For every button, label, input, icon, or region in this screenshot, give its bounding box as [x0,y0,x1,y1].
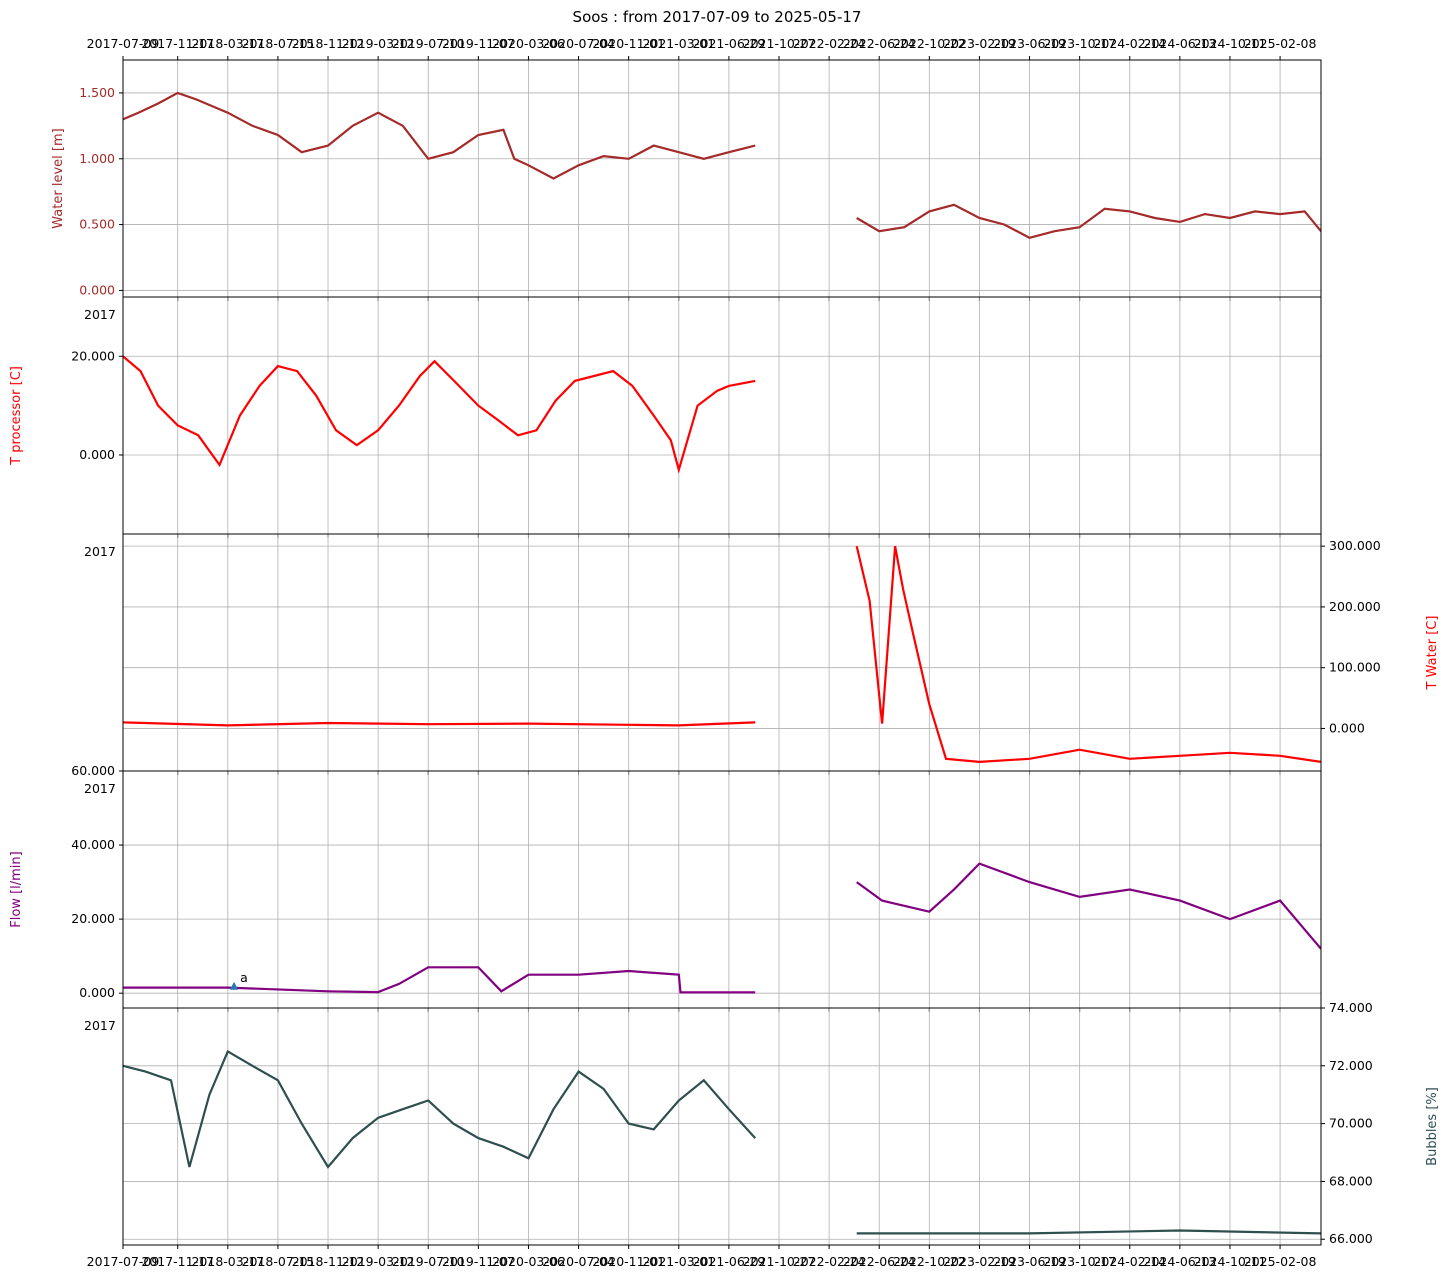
series-line-flow-0 [123,967,755,992]
series-line-water_level-0 [123,93,755,179]
panel-corner-label: 2017 [84,781,116,796]
y-tick-label: 100.000 [1329,660,1381,675]
y-tick-label: 0.000 [79,447,115,462]
chart-title: Soos : from 2017-07-09 to 2025-05-17 [573,8,862,26]
y-tick-label: 1.000 [79,151,115,166]
y-tick-label: 20.000 [71,911,115,926]
series-line-water_level-1 [857,205,1321,238]
y-tick-label: 66.000 [1329,1231,1373,1246]
y-tick-label: 0.500 [79,217,115,232]
panel-t_water: 0.000 100.000 200.000 300.000 2017 T Water [C… [84,534,1440,775]
y-tick-label: 68.000 [1329,1173,1373,1188]
y-tick-label: 1.500 [79,85,115,100]
y-axis-label: T Water [C] [1425,616,1440,691]
panel-corner-label: 2017 [84,307,116,322]
y-tick-label: 0.000 [1329,720,1365,735]
x-tick-label-top: 2025-02-08 [1244,36,1317,51]
panel-corner-label: 2017 [84,544,116,559]
panel-water_level: 0.000 0.500 1.000 1.500 Water level [m] [51,60,1321,301]
panel-frame [123,771,1321,1008]
y-tick-label: 200.000 [1329,599,1381,614]
annotation-label: a [240,970,248,985]
panel-t_processor: 0.000 20.000 2017 T processor [C] [9,297,1321,538]
panel-bubbles: 66.000 68.000 70.000 72.000 74.000 2017 Bubble… [84,1000,1440,1249]
x-axis-top: 2017-07-092017-11-172018-03-172018-07-15… [87,36,1317,60]
series-line-t_water-0 [123,722,755,725]
series-line-t_processor-0 [123,356,755,470]
y-tick-label: 72.000 [1329,1058,1373,1073]
panel-frame [123,534,1321,771]
series-line-t_water-1 [857,546,1321,762]
y-axis-label: Bubbles [%] [1425,1087,1440,1166]
series-line-bubbles-0 [123,1051,755,1167]
panel-frame [123,60,1321,297]
y-tick-label: 0.000 [79,282,115,297]
y-axis-label: Flow [l/min] [9,851,24,927]
y-tick-label: 60.000 [71,763,115,778]
annotation-marker [230,982,238,990]
x-tick-label-bottom: 2025-02-08 [1244,1254,1317,1269]
panel-frame [123,297,1321,534]
panel-flow: 0.000 20.000 40.000 60.000 a 2017 Flow [l/min] [9,763,1321,1012]
series-line-bubbles-1 [857,1231,1321,1234]
y-tick-label: 20.000 [71,348,115,363]
x-axis-bottom: 2017-07-092017-11-172018-03-172018-07-15… [87,1254,1317,1269]
y-axis-label: T processor [C] [9,366,24,466]
y-tick-label: 74.000 [1329,1000,1373,1015]
series-line-flow-1 [857,864,1321,949]
panel-corner-label: 2017 [84,1018,116,1033]
y-tick-label: 40.000 [71,837,115,852]
y-tick-label: 70.000 [1329,1116,1373,1131]
y-axis-label: Water level [m] [51,128,66,228]
y-tick-label: 0.000 [79,985,115,1000]
y-tick-label: 300.000 [1329,538,1381,553]
